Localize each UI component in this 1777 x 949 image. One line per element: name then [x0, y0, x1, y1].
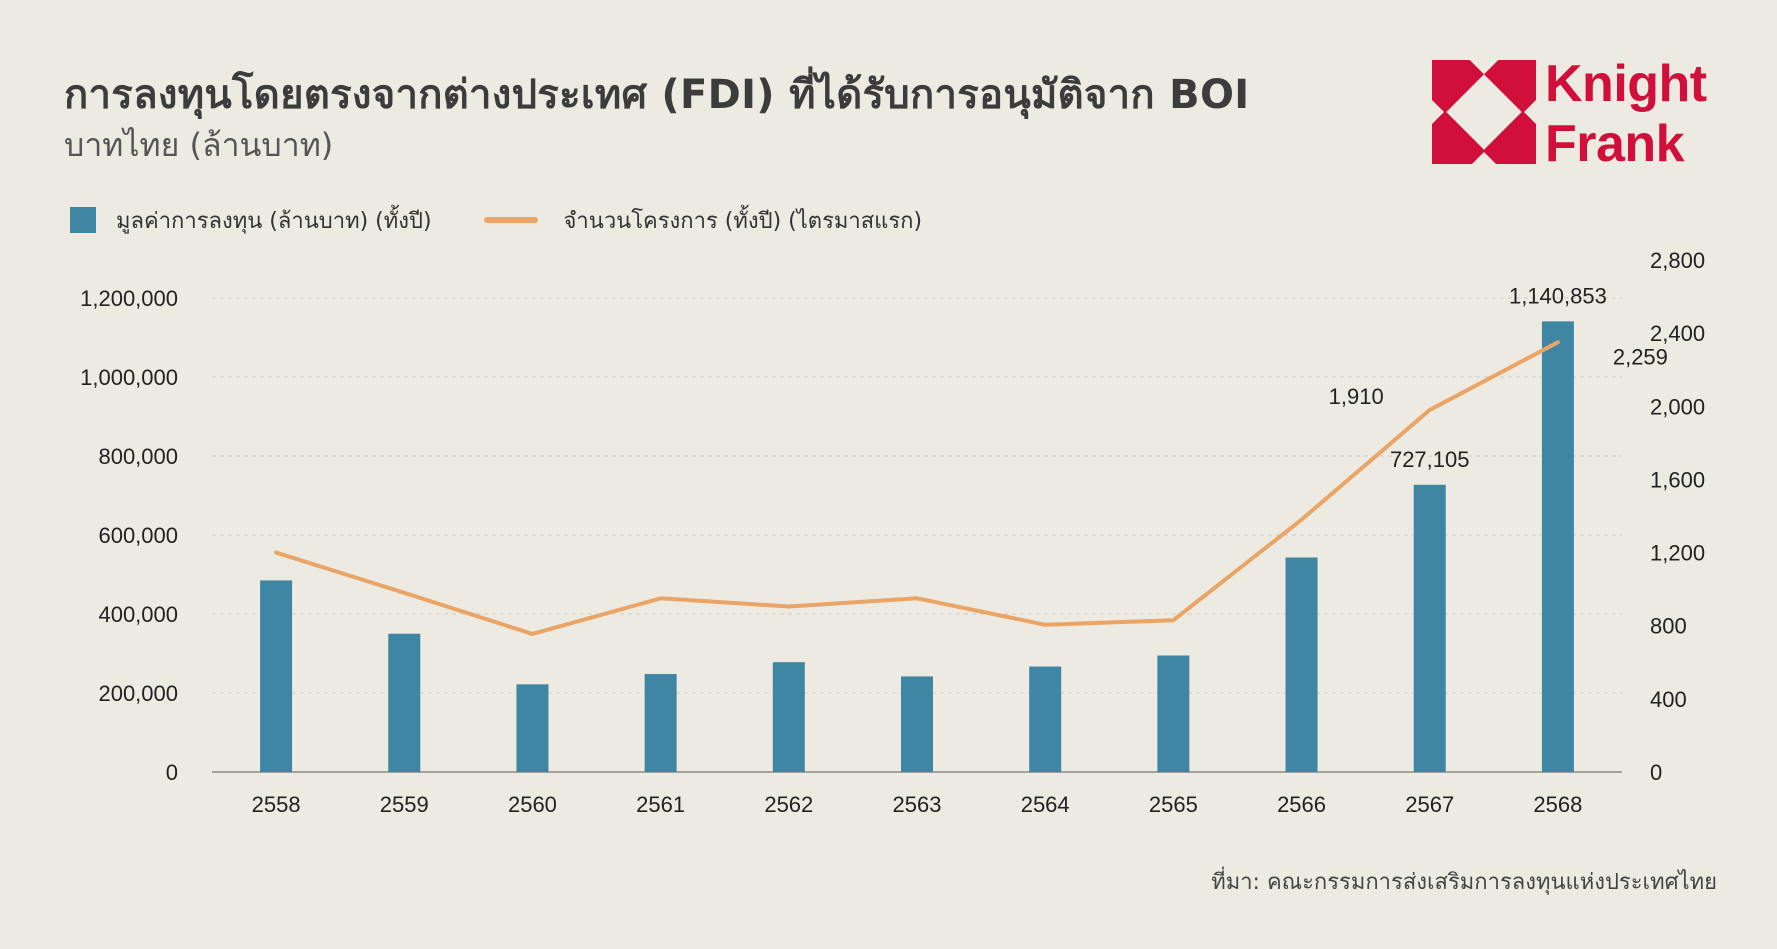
- logo-notch-0: [1472, 60, 1496, 72]
- x-axis-tick-label: 2561: [636, 792, 685, 817]
- left-axis-tick-label: 800,000: [98, 444, 178, 469]
- bar: [1541, 321, 1574, 772]
- knight-frank-logo: Knight Frank: [1432, 55, 1722, 173]
- chart-subtitle: บาทไทย (ล้านบาท): [64, 126, 334, 164]
- bar: [1157, 655, 1190, 772]
- bar: [1029, 666, 1062, 772]
- bar-data-label: 727,105: [1390, 447, 1470, 472]
- line-series-projects: [274, 340, 1560, 636]
- bar: [516, 684, 549, 772]
- x-axis-tick-label: 2564: [1021, 792, 1070, 817]
- logo-notch-3: [1432, 100, 1444, 124]
- logo-text-line2: Frank: [1545, 115, 1685, 173]
- logo-mark-shape: [1432, 60, 1536, 164]
- right-axis-tick-label: 1,200: [1650, 541, 1705, 566]
- x-axis-tick-label: 2563: [893, 792, 942, 817]
- left-axis-tick-label: 1,200,000: [80, 286, 178, 311]
- x-axis-tick-label: 2566: [1277, 792, 1326, 817]
- right-axis-tick-label: 0: [1650, 760, 1662, 785]
- x-axis-tick-label: 2567: [1405, 792, 1454, 817]
- bar: [260, 580, 293, 772]
- logo-text: Knight Frank: [1545, 54, 1707, 174]
- legend-label-investment: มูลค่าการลงทุน (ล้านบาท) (ทั้งปี): [116, 208, 432, 234]
- x-axis-tick-label: 2558: [252, 792, 301, 817]
- legend-item-projects: จำนวนโครงการ (ทั้งปี) (ไตรมาสแรก): [483, 203, 923, 238]
- bar: [644, 674, 677, 772]
- left-axis-tick-label: 1,000,000: [80, 365, 178, 390]
- bar: [1285, 557, 1318, 772]
- left-axis-tick-label: 0: [166, 760, 178, 785]
- chart-title: การลงทุนโดยตรงจากต่างประเทศ (FDI) ที่ได้…: [64, 72, 1250, 118]
- x-axis-tick-label: 2568: [1533, 792, 1582, 817]
- legend-bar-swatch: [70, 207, 96, 233]
- left-axis-tick-label: 400,000: [98, 602, 178, 627]
- legend-line-swatch: [483, 217, 538, 223]
- logo-notch-1: [1524, 100, 1536, 124]
- line-data-label: 1,910: [1329, 384, 1384, 409]
- right-axis-tick-label: 800: [1650, 614, 1687, 639]
- chart-legend: มูลค่าการลงทุน (ล้านบาท) (ทั้งปี) จำนวนโ…: [70, 200, 922, 240]
- logo-notch-2: [1472, 152, 1496, 164]
- x-axis-tick-label: 2560: [508, 792, 557, 817]
- left-axis-tick-label: 600,000: [98, 523, 178, 548]
- x-axis-tick-label: 2565: [1149, 792, 1198, 817]
- bar: [901, 676, 933, 772]
- legend-label-projects: จำนวนโครงการ (ทั้งปี) (ไตรมาสแรก): [563, 208, 923, 234]
- right-axis-tick-label: 2,400: [1650, 321, 1705, 346]
- bar: [388, 633, 421, 772]
- logo-text-line1: Knight: [1545, 55, 1707, 113]
- right-axis-tick-label: 1,600: [1650, 467, 1705, 492]
- right-axis-tick-label: 400: [1650, 687, 1687, 712]
- bar-data-label: 1,140,853: [1509, 283, 1607, 308]
- bar: [1413, 484, 1446, 772]
- right-axis-tick-label: 2,000: [1650, 394, 1705, 419]
- logo-mark-icon: [1432, 60, 1536, 164]
- x-axis-tick-label: 2559: [380, 792, 429, 817]
- x-axis-tick-label: 2562: [764, 792, 813, 817]
- legend-item-investment: มูลค่าการลงทุน (ล้านบาท) (ทั้งปี): [70, 203, 432, 238]
- bar: [772, 662, 805, 772]
- source-note: ที่มา: คณะกรรมการส่งเสริมการลงทุนแห่งประ…: [1211, 870, 1717, 895]
- left-axis-tick-label: 200,000: [98, 681, 178, 706]
- line-data-label: 2,259: [1613, 344, 1668, 369]
- right-axis-tick-label: 2,800: [1650, 248, 1705, 273]
